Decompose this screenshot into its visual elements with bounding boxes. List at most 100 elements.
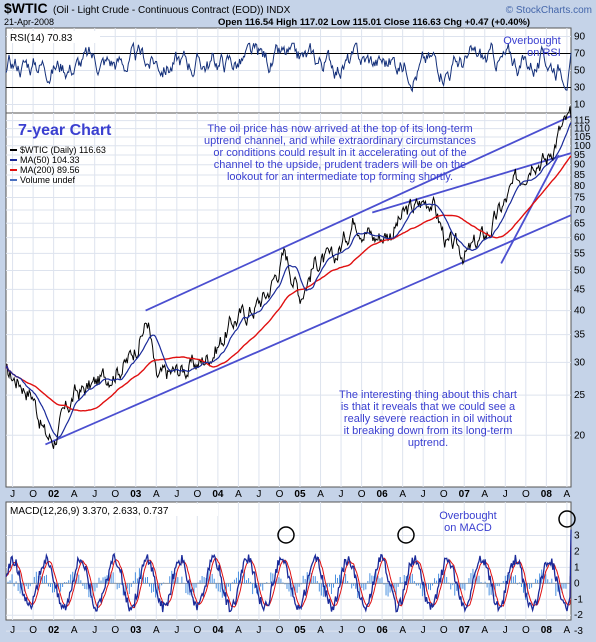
x-axis-1-label-11: A: [235, 489, 242, 500]
x-axis-1-label-15: A: [317, 489, 324, 500]
x-axis-1-label-18: 06: [377, 489, 389, 500]
rsi-note-line1: Overbought: [503, 35, 560, 47]
x-axis-2-label-17: O: [358, 625, 366, 636]
rsi-title: RSI(14) 70.83: [10, 33, 73, 44]
price-tick-50: 50: [574, 265, 586, 276]
price-tick-45: 45: [574, 284, 586, 295]
bottom-note: The interesting thing about this chartis…: [339, 389, 517, 449]
macd-note-line1: Overbought: [439, 510, 496, 522]
macd-tick--3: -3: [574, 626, 583, 637]
chart-label: 7-year Chart: [18, 122, 112, 139]
x-axis-1-label-1: O: [29, 489, 37, 500]
rsi-title-box: [8, 31, 100, 43]
price-tick-60: 60: [574, 233, 586, 244]
macd-panel: -3 -2 -1 0 1 2 3 MACD(12,26,9) 3.370, 2.633, 0…: [5, 501, 583, 637]
price-tick-115: 115: [574, 116, 590, 127]
symbol-label: $WTIC: [4, 0, 48, 16]
bottom-note-line-2: really severe reaction in oil without: [344, 413, 512, 425]
x-axis-1-label-24: J: [503, 489, 508, 500]
x-axis-2-label-22: 07: [459, 625, 471, 636]
x-axis-2-label-11: A: [235, 625, 242, 636]
macd-overbought-circle-2006: [397, 526, 415, 544]
x-axis-1-label-25: O: [522, 489, 530, 500]
top-note-line-3: channel to the upside, prudent traders w…: [214, 159, 467, 171]
x-axis-2-label-3: A: [71, 625, 78, 636]
channel-line-0: [45, 214, 572, 446]
x-axis-2-label-5: O: [111, 625, 119, 636]
price-tick-80: 80: [574, 181, 586, 192]
price-tick-55: 55: [574, 248, 586, 259]
x-axis-1-label-8: J: [174, 489, 179, 500]
x-axis-1-label-17: O: [358, 489, 366, 500]
x-axis-2-label-4: J: [92, 625, 97, 636]
macd-title-box: [8, 504, 218, 516]
x-axis-1-label-19: A: [399, 489, 406, 500]
x-axis-2-label-19: A: [399, 625, 406, 636]
rsi-tick-30: 30: [574, 83, 586, 94]
bottom-note-line-1: is that it reveals that we could see a: [341, 401, 516, 413]
macd-tick-2: 2: [574, 546, 580, 557]
x-axis-1-label-0: J: [10, 489, 15, 500]
x-axis-price: J O 02 A J O 03 A J O 04 A J O 05 A J O 06 A J O 07 A J O 08 A: [10, 489, 570, 500]
price-tick-70: 70: [574, 205, 586, 216]
x-axis-2-label-6: 03: [130, 625, 142, 636]
uptrend-line: [500, 154, 560, 264]
x-axis-1-label-2: 02: [48, 489, 60, 500]
rsi-panel: 10 30 50 70 90 RSI(14) 70.83 Overbought on R…: [5, 27, 586, 114]
bottom-note-line-0: The interesting thing about this chart: [339, 389, 517, 401]
x-axis-2-label-24: J: [503, 625, 508, 636]
x-axis-1-label-12: J: [256, 489, 261, 500]
x-axis-1-label-13: O: [276, 489, 284, 500]
x-axis-1-label-26: 08: [541, 489, 553, 500]
x-axis-2-label-7: A: [153, 625, 160, 636]
macd-tick-0: 0: [574, 578, 580, 589]
x-axis-1-label-22: 07: [459, 489, 471, 500]
x-axis-macd: J O 02 A J O 03 A J O 04 A J O 05 A J O 06 A J O 07 A J O 08 A: [10, 625, 570, 636]
macd-tick--1: -1: [574, 594, 583, 605]
price-axis: 2025303540455055606570758085909510010511…: [574, 116, 591, 442]
x-axis-1-label-4: J: [92, 489, 97, 500]
rsi-tick-90: 90: [574, 32, 586, 43]
price-tick-35: 35: [574, 330, 586, 341]
rsi-note-line2: on RSI: [527, 47, 561, 59]
x-axis-2-label-16: J: [339, 625, 344, 636]
price-tick-25: 25: [574, 390, 586, 401]
price-tick-65: 65: [574, 218, 586, 229]
macd-note-line2: on MACD: [444, 522, 492, 534]
legend-label-1: MA(50) 104.33: [20, 155, 80, 165]
price-tick-40: 40: [574, 306, 586, 317]
channel-lines: [45, 115, 572, 446]
macd-tick-1: 1: [574, 562, 580, 573]
date-label: 21-Apr-2008: [4, 17, 54, 27]
price-tick-75: 75: [574, 193, 586, 204]
x-axis-1-label-16: J: [339, 489, 344, 500]
macd-tick--2: -2: [574, 610, 583, 621]
x-axis-1-label-10: 04: [212, 489, 224, 500]
x-axis-1-label-23: A: [481, 489, 488, 500]
price-grid: [6, 113, 571, 487]
bottom-note-line-4: uptrend.: [408, 437, 448, 449]
x-axis-1-label-27: A: [564, 489, 571, 500]
channel-line-2: [372, 152, 572, 214]
macd-signal-line: [5, 541, 572, 609]
macd-tick-3: 3: [574, 530, 580, 541]
macd-line: [5, 529, 572, 613]
top-note: The oil price has now arrived at the top…: [204, 123, 477, 183]
price-tick-105: 105: [574, 132, 591, 143]
x-axis-2-label-25: O: [522, 625, 530, 636]
price-tick-100: 100: [574, 141, 591, 152]
x-axis-1-label-14: 05: [294, 489, 306, 500]
x-axis-2-label-12: J: [256, 625, 261, 636]
rsi-line: [5, 41, 572, 93]
top-note-line-4: lookout for an intermediate top forming …: [227, 171, 453, 183]
x-axis-1-label-3: A: [71, 489, 78, 500]
legend-label-0: $WTIC (Daily) 116.63: [20, 145, 106, 155]
ma200-line: [5, 155, 572, 412]
brand-label: © StockCharts.com: [506, 5, 592, 16]
price-tick-95: 95: [574, 150, 586, 161]
x-axis-2-label-15: A: [317, 625, 324, 636]
rsi-tick-70: 70: [574, 49, 586, 60]
x-axis-2-label-8: J: [174, 625, 179, 636]
top-note-line-1: uptrend channel, and while extraordinary…: [204, 135, 477, 147]
